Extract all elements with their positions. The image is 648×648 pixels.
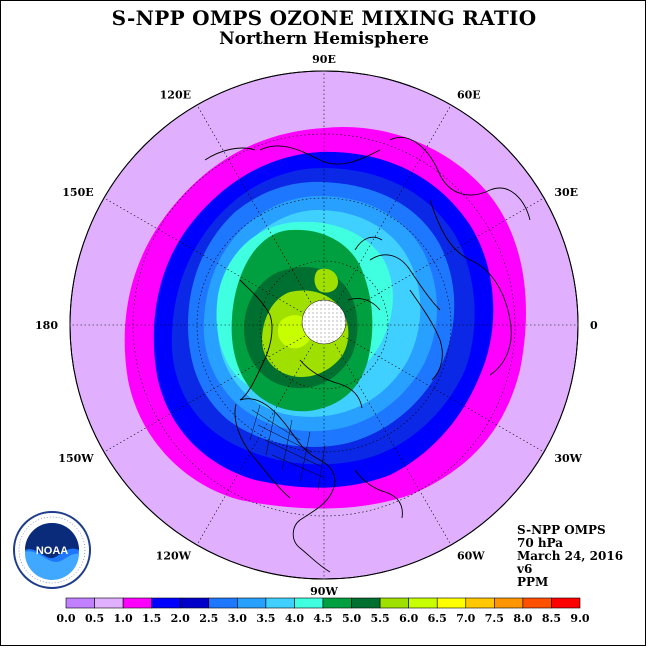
- map-disk-border: [69, 70, 579, 580]
- meridian-line: [334, 343, 452, 546]
- colorbar-swatch: [322, 597, 352, 609]
- us-state-lines: [249, 404, 326, 491]
- colorbar-swatch: [494, 597, 524, 609]
- colorbar-swatch: [522, 597, 552, 609]
- colorbar-tick-label: 0.5: [85, 612, 104, 625]
- colorbar-swatch: [465, 597, 495, 609]
- colorbar-swatch: [294, 597, 324, 609]
- colorbar-swatch: [94, 597, 124, 609]
- colorbar-swatch: [237, 597, 267, 609]
- longitude-label: 30W: [554, 452, 582, 465]
- colorbar-tick-label: 6.0: [399, 612, 418, 625]
- info-level: 70 hPa: [517, 536, 564, 550]
- colorbar-swatch: [265, 597, 295, 609]
- map-title: S-NPP OMPS OZONE MIXING RATIO: [111, 6, 537, 30]
- longitude-labels: 90E 120E 60E 150E 30E 180 0 150W 30W 120W 60W 90W: [35, 53, 598, 598]
- info-date: March 24, 2016: [517, 549, 624, 563]
- colorbar-swatch: [436, 597, 467, 609]
- meridian-line: [334, 104, 452, 307]
- noaa-logo: NOAA: [13, 511, 91, 589]
- longitude-label: 180: [35, 319, 58, 332]
- info-units: PPM: [517, 575, 549, 589]
- info-instrument: S-NPP OMPS: [517, 523, 606, 537]
- meridian-line: [196, 343, 314, 546]
- colorbar-tick-label: 1.0: [114, 612, 133, 625]
- longitude-label: 90E: [312, 53, 336, 66]
- longitude-label: 30E: [554, 186, 578, 199]
- longitude-label: 120W: [156, 549, 192, 562]
- colorbar-tick-label: 1.5: [142, 612, 161, 625]
- colorbar-tick-label: 0.0: [56, 612, 75, 625]
- map-subtitle: Northern Hemisphere: [219, 29, 429, 49]
- meridian-line: [103, 335, 306, 453]
- product-info: S-NPP OMPS 70 hPa March 24, 2016 v6 PPM: [517, 524, 623, 589]
- colorbar-swatch: [65, 597, 95, 609]
- colorbar-tick-label: 4.5: [313, 612, 332, 625]
- longitude-label: 60E: [457, 89, 481, 102]
- longitude-label: 0: [590, 319, 598, 332]
- colorbar-swatch: [208, 597, 238, 609]
- colorbar-tick-label: 2.0: [171, 612, 190, 625]
- ozone-field: [70, 71, 578, 579]
- colorbar-swatch: [122, 597, 152, 609]
- longitude-label: 150W: [58, 452, 94, 465]
- meridians: [70, 71, 578, 579]
- colorbar-tick-label: 5.0: [342, 612, 361, 625]
- colorbar-tick-label: 2.5: [199, 612, 218, 625]
- ozone-contour-5.5-upper: [314, 268, 338, 293]
- colorbar-swatch: [551, 597, 581, 609]
- colorbar-swatch: [179, 597, 210, 609]
- longitude-label: 60W: [457, 549, 485, 562]
- colorbar-swatch: [151, 597, 181, 609]
- colorbar-tick-label: 4.0: [285, 612, 304, 625]
- meridian-line: [103, 197, 306, 315]
- longitude-label: 90W: [310, 585, 338, 598]
- coastlines: [204, 137, 531, 573]
- meridian-line: [196, 104, 314, 307]
- colorbar-swatch: [408, 597, 438, 609]
- colorbar-swatch: [379, 597, 409, 609]
- pole-no-data: [301, 299, 347, 345]
- colorbar-tick-label: 5.5: [371, 612, 390, 625]
- longitude-label: 120E: [160, 89, 191, 102]
- colorbar-swatch: [351, 597, 381, 609]
- meridian-line: [342, 335, 545, 453]
- longitude-label: 150E: [62, 186, 93, 199]
- colorbar-tick-label: 8.0: [513, 612, 532, 625]
- colorbar-tick-label: 7.5: [485, 612, 504, 625]
- colorbar-tick-label: 9.0: [570, 612, 589, 625]
- noaa-logo-text: NOAA: [36, 545, 68, 557]
- colorbar-tick-label: 3.5: [256, 612, 275, 625]
- info-version: v6: [517, 562, 533, 576]
- colorbar-tick-label: 8.5: [542, 612, 561, 625]
- colorbar: 0.0 0.5 1.0 1.5 2.0 2.5 3.0 3.5 4.0 4.5 5.0 5.5 6.0 6…: [56, 597, 590, 625]
- colorbar-tick-label: 7.0: [456, 612, 475, 625]
- colorbar-tick-label: 6.5: [428, 612, 447, 625]
- meridian-line: [342, 197, 545, 315]
- colorbar-tick-label: 3.0: [228, 612, 247, 625]
